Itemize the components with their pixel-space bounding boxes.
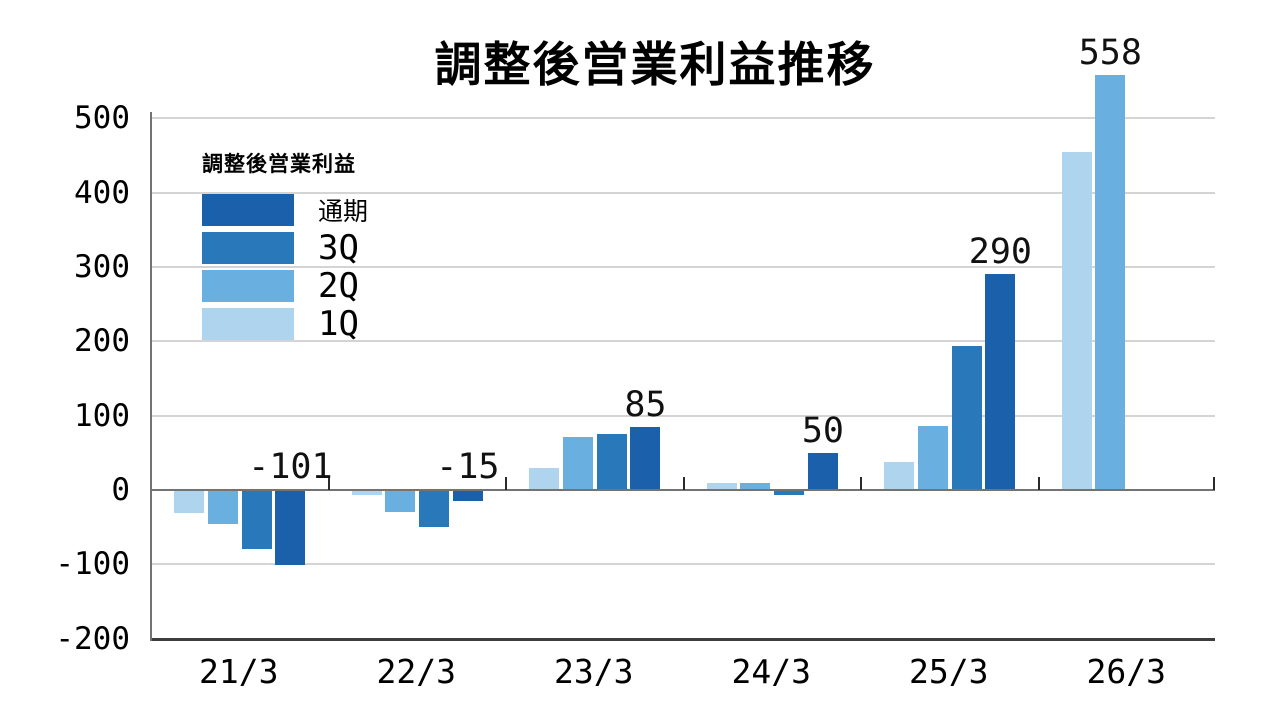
bar-1Q-25/3: [884, 462, 914, 489]
y-tick-label: -200: [55, 620, 130, 657]
legend-item-1Q: 1Q: [202, 304, 368, 344]
legend-swatch: [202, 194, 294, 226]
chart-title: 調整後営業利益推移: [434, 38, 876, 91]
y-axis-line: [150, 112, 152, 641]
x-tick-label: 21/3: [199, 652, 279, 691]
x-tick-label: 22/3: [376, 652, 456, 691]
legend-item-label: 3Q: [318, 228, 359, 268]
legend-item-通期: 通期: [202, 194, 368, 226]
y-tick-label: 300: [74, 248, 130, 285]
gridline-200: [150, 340, 1215, 343]
gridline-100: [150, 414, 1215, 417]
x-tick-label: 25/3: [909, 652, 989, 691]
gridline-500: [150, 117, 1215, 120]
bar-通期-25/3: [985, 274, 1016, 489]
value-label: -101: [248, 447, 333, 487]
legend-swatch: [202, 232, 294, 264]
zero-line-tick: [682, 477, 685, 490]
value-label: 50: [801, 410, 844, 451]
bar-3Q-21/3: [241, 491, 272, 549]
legend-item-3Q: 3Q: [202, 228, 368, 268]
x-tick-label: 24/3: [731, 652, 811, 691]
y-tick-label: 500: [74, 100, 130, 137]
zero-line-tick: [327, 477, 330, 490]
legend-item-label: 通期: [318, 198, 369, 226]
bar-通期-24/3: [807, 452, 838, 489]
bar-2Q-21/3: [207, 491, 238, 525]
legend: 調整後営業利益 通期 3Q 2Q 1Q: [202, 152, 368, 346]
value-label: 85: [624, 384, 667, 425]
zero-line: [150, 489, 1215, 491]
gridline-300: [150, 265, 1215, 268]
value-label: 558: [1078, 33, 1142, 74]
zero-line-tick: [860, 477, 862, 490]
legend-item-2Q: 2Q: [202, 266, 368, 306]
bar-2Q-22/3: [385, 491, 416, 513]
bar-3Q-25/3: [951, 345, 982, 489]
legend-title: 調整後営業利益: [202, 153, 356, 176]
bar-3Q-24/3: [774, 491, 805, 496]
value-label: -15: [436, 447, 500, 487]
bar-3Q-22/3: [419, 491, 450, 528]
x-axis-line: [150, 637, 1215, 641]
bar-1Q-24/3: [706, 482, 737, 489]
bar-2Q-25/3: [917, 426, 948, 489]
gridline--100: [150, 563, 1215, 566]
x-tick-label: 23/3: [554, 652, 634, 691]
bar-2Q-23/3: [562, 437, 593, 489]
bar-1Q-22/3: [351, 491, 382, 496]
value-label: 290: [968, 232, 1032, 273]
zero-line-tick: [1213, 477, 1215, 490]
bar-通期-23/3: [630, 426, 661, 489]
y-tick-label: -100: [55, 546, 130, 583]
zero-line-tick: [1037, 477, 1040, 490]
bar-通期-21/3: [275, 491, 306, 566]
zero-line-tick: [505, 477, 507, 490]
legend-swatch: [202, 308, 294, 340]
bar-2Q-24/3: [740, 483, 771, 489]
x-tick-label: 26/3: [1086, 652, 1166, 691]
bar-2Q-26/3: [1095, 75, 1126, 489]
legend-item-label: 2Q: [318, 266, 359, 306]
bar-1Q-23/3: [529, 467, 559, 489]
bar-通期-22/3: [452, 491, 483, 502]
legend-item-label: 1Q: [318, 304, 359, 344]
y-tick-label: 400: [74, 174, 130, 211]
bar-1Q-21/3: [174, 491, 204, 514]
legend-swatch: [202, 270, 294, 302]
y-tick-label: 0: [111, 472, 130, 508]
y-tick-label: 100: [74, 397, 130, 434]
bar-3Q-23/3: [596, 434, 627, 489]
y-tick-label: 200: [74, 323, 130, 360]
bar-1Q-26/3: [1061, 152, 1092, 489]
gridline-400: [150, 191, 1215, 194]
